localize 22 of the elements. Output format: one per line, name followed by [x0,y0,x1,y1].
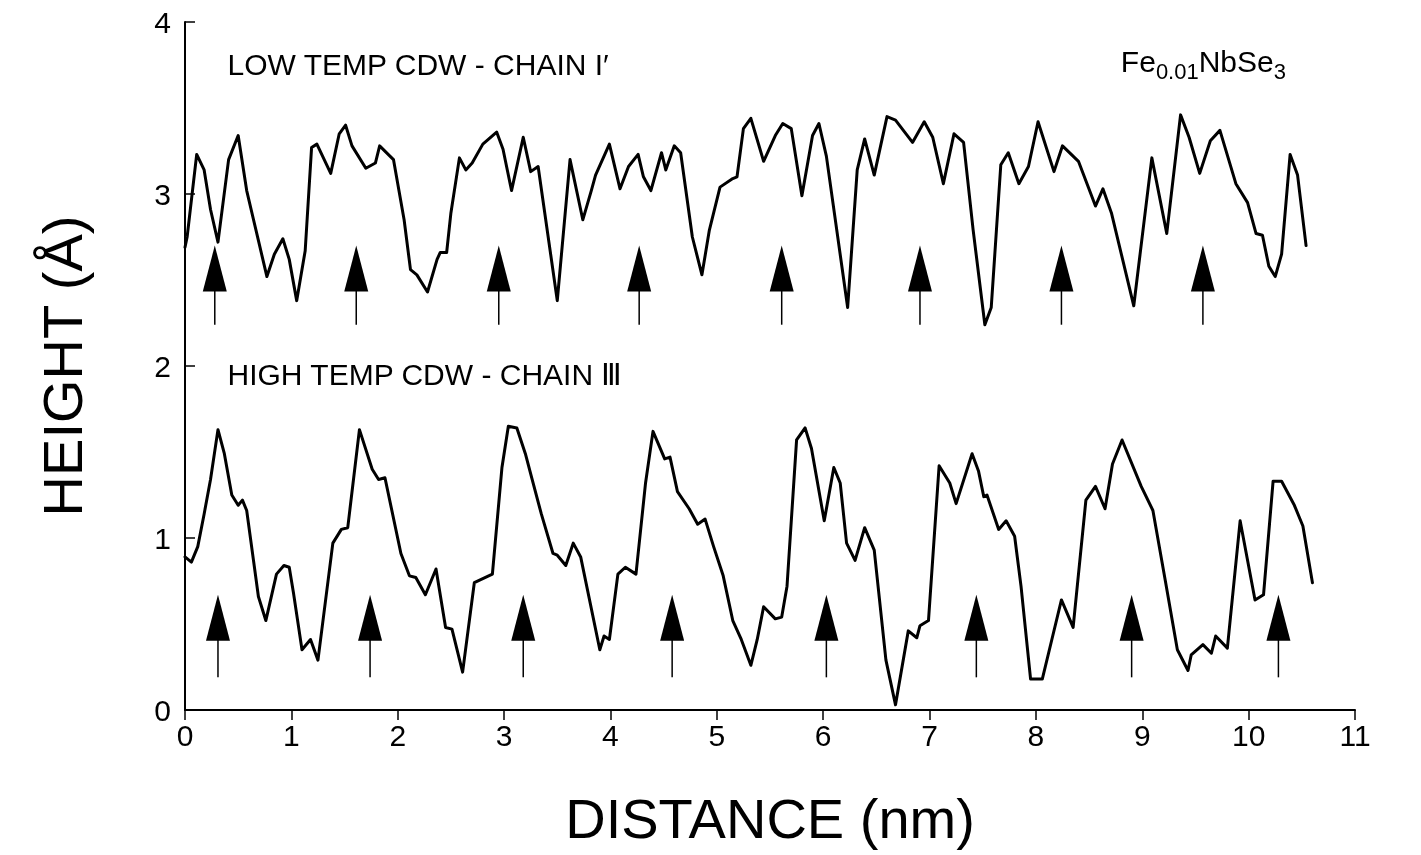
y-axis-title: HEIGHT (Å) [30,215,94,517]
y-tick-label: 4 [154,5,171,39]
x-tick-label: 4 [602,718,619,752]
y-tick-label: 0 [154,693,171,727]
x-axis-title: DISTANCE (nm) [565,786,975,850]
x-tick-label: 7 [921,718,938,752]
annotation: HIGH TEMP CDW - CHAIN Ⅲ [227,357,623,393]
x-tick-label: 1 [283,718,300,752]
x-tick-label: 6 [814,718,832,752]
x-tick-label: 9 [1133,718,1151,752]
x-tick-label: 0 [176,718,194,752]
x-tick-label: 5 [708,718,726,752]
y-tick-label: 3 [154,177,171,211]
annotation: Fe$_{0.01}$NbSe$_{3}$ [1120,45,1286,85]
x-tick-label: 3 [495,718,513,752]
x-tick-label: 11 [1339,718,1371,752]
x-tick-label: 2 [389,718,407,752]
annotation: LOW TEMP CDW - CHAIN I′ [227,48,609,82]
x-tick-label: 10 [1231,718,1266,752]
y-tick-label: 2 [154,349,171,383]
x-tick-label: 8 [1027,718,1045,752]
y-tick-label: 1 [154,521,171,555]
